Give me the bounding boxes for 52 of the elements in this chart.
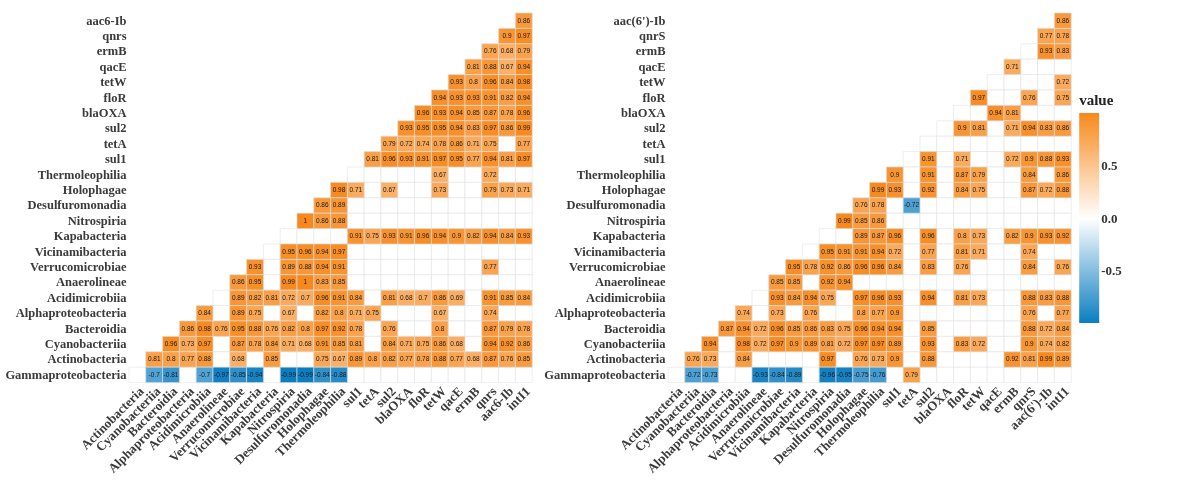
y-tick-label: Actinobacteria bbox=[586, 352, 667, 367]
y-tick-label: floR bbox=[103, 90, 128, 105]
color-bar-label: 0.5 bbox=[1101, 157, 1118, 173]
y-tick-label: Thermoleophilia bbox=[37, 167, 128, 182]
y-tick-label: blaOXA bbox=[621, 106, 666, 121]
y-tick-label: Gammaproteobacteria bbox=[544, 367, 667, 382]
color-bar-title: value bbox=[1079, 92, 1114, 108]
y-tick-label: sul2 bbox=[643, 121, 666, 136]
y-tick-label: ermB bbox=[96, 44, 127, 59]
y-tick-label: tetW bbox=[100, 75, 128, 90]
y-tick-label: sul1 bbox=[104, 152, 127, 167]
y-tick-label: Bacteroidia bbox=[604, 321, 667, 336]
y-tick-label: Desulfuromonadia bbox=[566, 198, 667, 213]
y-tick-label: Anaerolineae bbox=[55, 275, 127, 290]
y-tick-label: ermB bbox=[635, 44, 666, 59]
y-tick-label: blaOXA bbox=[82, 106, 127, 121]
color-bar-label: 0.0 bbox=[1101, 210, 1118, 226]
color-bar-label: -0.5 bbox=[1101, 263, 1123, 279]
y-tick-label: Acidimicrobiia bbox=[46, 290, 128, 305]
y-tick-label: Alphaproteobacteria bbox=[554, 306, 667, 321]
y-tick-label: floR bbox=[642, 90, 667, 105]
y-tick-label: Acidimicrobiia bbox=[585, 290, 667, 305]
y-tick-label: Holophagae bbox=[62, 183, 127, 198]
y-tick-label: Cyanobacteriia bbox=[44, 337, 128, 352]
y-tick-label: Anaerolineae bbox=[594, 275, 666, 290]
y-tick-label: Nitrospiria bbox=[606, 213, 667, 228]
y-tick-label: qacE bbox=[638, 59, 666, 74]
y-tick-label: aac(6')-Ib bbox=[613, 13, 666, 28]
y-tick-label: Verrucomicrobiae bbox=[30, 260, 127, 275]
y-tick-label: Vicinamibacteria bbox=[573, 244, 667, 259]
y-tick-label: Thermoleophilia bbox=[576, 167, 667, 182]
y-tick-label: Nitrospiria bbox=[67, 213, 128, 228]
y-tick-label: Gammaproteobacteria bbox=[5, 367, 128, 382]
y-tick-label: qacE bbox=[99, 59, 127, 74]
y-tick-label: qnrs bbox=[102, 29, 127, 44]
y-tick-label: sul1 bbox=[643, 152, 666, 167]
y-tick-label: Alphaproteobacteria bbox=[15, 306, 128, 321]
y-tick-label: Desulfuromonadia bbox=[27, 198, 128, 213]
y-tick-label: Vicinamibacteria bbox=[34, 244, 128, 259]
y-tick-label: tetA bbox=[103, 136, 127, 151]
y-tick-label: Cyanobacteriia bbox=[583, 337, 667, 352]
y-tick-label: qnrS bbox=[639, 29, 666, 44]
y-tick-label: Bacteroidia bbox=[65, 321, 128, 336]
y-tick-label: aac6-Ib bbox=[86, 13, 127, 28]
y-tick-label: tetW bbox=[639, 75, 667, 90]
y-tick-label: Verrucomicrobiae bbox=[569, 260, 666, 275]
y-tick-label: Actinobacteria bbox=[47, 352, 128, 367]
y-tick-label: tetA bbox=[642, 136, 666, 151]
y-tick-label: sul2 bbox=[104, 121, 127, 136]
y-tick-label: Holophagae bbox=[601, 183, 666, 198]
y-tick-label: Kapabacteria bbox=[53, 229, 128, 244]
y-tick-label: Kapabacteria bbox=[592, 229, 667, 244]
